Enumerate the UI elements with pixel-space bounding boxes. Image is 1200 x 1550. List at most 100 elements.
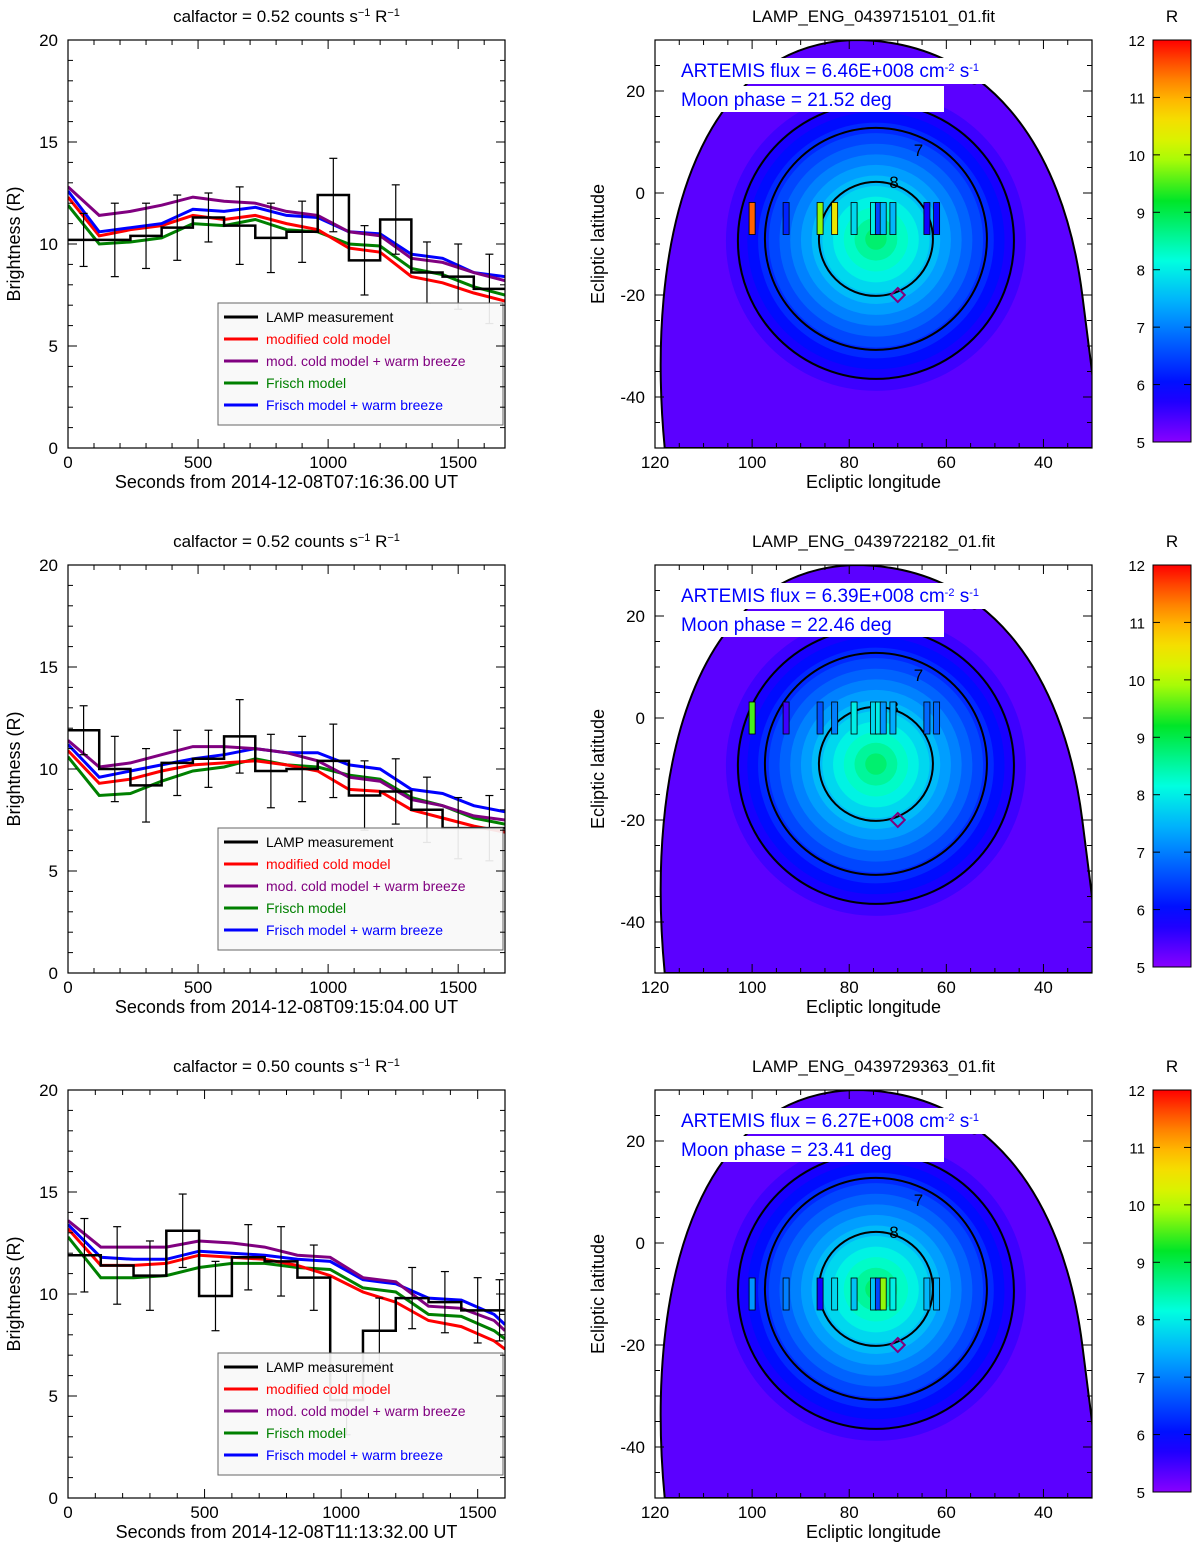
x-tick-label: 500 xyxy=(184,978,212,997)
flux-label-bg xyxy=(676,1108,1046,1134)
pointing-box xyxy=(923,1277,931,1311)
sky-map-3: 5678ARTEMIS flux = 6.27E+008 cm-2 s-1Moo… xyxy=(588,1057,1093,1542)
x-tick-label: 1500 xyxy=(439,453,477,472)
pointing-box xyxy=(748,202,756,235)
x-tick-label: 500 xyxy=(190,1503,218,1522)
colorbar-gradient-rect xyxy=(1152,39,1192,443)
series-step-lamp xyxy=(68,1229,505,1402)
map-x-tick-label: 60 xyxy=(937,453,956,472)
x-tick-label: 1000 xyxy=(309,978,347,997)
colorbar-tick-label: 9 xyxy=(1137,730,1145,747)
map-x-tick-label: 80 xyxy=(840,1503,859,1522)
contour-label: 8 xyxy=(889,173,898,192)
y-tick-label: 5 xyxy=(49,1387,58,1406)
pointing-box xyxy=(889,701,897,735)
pointing-box xyxy=(816,1277,824,1311)
map-x-tick-label: 120 xyxy=(641,1503,669,1522)
legend: LAMP measurement modified cold model mod. … xyxy=(217,827,504,951)
colorbar-tick-label: 8 xyxy=(1137,788,1145,805)
map-y-tick-label: 0 xyxy=(636,709,645,728)
plot-area xyxy=(68,157,505,325)
pointing-box xyxy=(850,1277,858,1311)
pointing-box xyxy=(933,1277,941,1311)
series-line-frisch-wb xyxy=(68,190,505,279)
map-y-axis-label: Ecliptic latitude xyxy=(588,1234,608,1354)
pointing-box xyxy=(933,701,941,735)
brightness-panel-3: calfactor = 0.50 counts s−1 R−1 LAMP meas… xyxy=(4,1057,506,1542)
pointing-box xyxy=(923,202,931,235)
x-tick-label: 0 xyxy=(63,1503,72,1522)
contour-line xyxy=(763,1176,988,1401)
colorbar-label: R xyxy=(1166,7,1178,26)
map-y-tick-label: 20 xyxy=(626,1132,645,1151)
map-title: LAMP_ENG_0439722182_01.fit xyxy=(752,532,995,551)
series-step-lamp xyxy=(68,728,505,830)
legend-label: Frisch model xyxy=(266,900,346,916)
pointing-box xyxy=(816,701,824,735)
map-y-tick-label: -20 xyxy=(620,286,645,305)
panel-title: calfactor = 0.52 counts s−1 R−1 xyxy=(173,7,400,26)
map-x-tick-label: 100 xyxy=(738,1503,766,1522)
colorbar-1: 12 11 10 9 8 7 6 5 R xyxy=(1128,7,1192,452)
y-tick-label: 20 xyxy=(39,31,58,50)
map-y-tick-label: 20 xyxy=(626,82,645,101)
legend-label: LAMP measurement xyxy=(266,309,393,325)
map-y-axis-label: Ecliptic latitude xyxy=(588,709,608,829)
legend-label: modified cold model xyxy=(266,331,391,347)
x-axis-label: Seconds from 2014-12-08T09:15:04.00 UT xyxy=(115,997,458,1017)
y-tick-label: 10 xyxy=(39,1285,58,1304)
colorbar-tick-label: 10 xyxy=(1128,148,1145,165)
pointing-box xyxy=(748,1277,756,1311)
colorbar-tick-label: 12 xyxy=(1128,1083,1145,1100)
colorbar-label: R xyxy=(1166,1057,1178,1076)
pointing-box xyxy=(782,701,790,735)
map-area: 5678ARTEMIS flux = 6.39E+008 cm-2 s-1Moo… xyxy=(659,565,1092,973)
x-tick-label: 1500 xyxy=(459,1503,497,1522)
map-x-tick-label: 40 xyxy=(1034,978,1053,997)
colorbar-tick-label: 7 xyxy=(1137,1370,1145,1387)
colorbar-tick-label: 10 xyxy=(1128,1198,1145,1215)
legend-label: mod. cold model + warm breeze xyxy=(266,878,466,894)
pointing-box xyxy=(831,1277,839,1311)
map-x-tick-label: 80 xyxy=(840,978,859,997)
moon-marker xyxy=(889,811,907,829)
legend-label: Frisch model + warm breeze xyxy=(266,922,443,938)
colorbar-tick-label: 8 xyxy=(1137,1313,1145,1330)
pointing-box xyxy=(850,701,858,735)
series-line-cold-wb xyxy=(68,1219,505,1332)
x-tick-label: 1000 xyxy=(309,453,347,472)
map-x-axis-label: Ecliptic longitude xyxy=(806,472,941,492)
y-tick-label: 15 xyxy=(39,658,58,677)
sky-map-1: 5678ARTEMIS flux = 6.46E+008 cm-2 s-1Moo… xyxy=(588,7,1093,492)
map-x-axis-label: Ecliptic longitude xyxy=(806,997,941,1017)
pointing-box xyxy=(782,1277,790,1311)
y-tick-label: 0 xyxy=(49,439,58,458)
y-tick-label: 20 xyxy=(39,1081,58,1100)
pointing-box xyxy=(889,202,897,235)
colorbar-tick-label: 12 xyxy=(1128,558,1145,575)
flux-label-bg xyxy=(676,583,1046,609)
y-tick-label: 10 xyxy=(39,235,58,254)
map-x-tick-label: 60 xyxy=(937,978,956,997)
contour-line xyxy=(763,651,988,876)
y-tick-label: 0 xyxy=(49,1489,58,1508)
y-tick-label: 0 xyxy=(49,964,58,983)
map-x-axis-label: Ecliptic longitude xyxy=(806,1522,941,1542)
colorbar-tick-label: 11 xyxy=(1129,615,1145,632)
legend-box xyxy=(217,302,504,426)
map-x-tick-label: 60 xyxy=(937,1503,956,1522)
panel-title: calfactor = 0.52 counts s−1 R−1 xyxy=(173,532,400,551)
contour-line xyxy=(763,126,988,351)
y-tick-label: 15 xyxy=(39,133,58,152)
map-x-tick-label: 120 xyxy=(641,453,669,472)
colorbar-tick-label: 12 xyxy=(1128,33,1145,50)
plot-area xyxy=(68,1193,505,1436)
map-x-tick-label: 100 xyxy=(738,978,766,997)
y-tick-label: 15 xyxy=(39,1183,58,1202)
x-tick-label: 1000 xyxy=(322,1503,360,1522)
colorbar-tick-label: 9 xyxy=(1137,1255,1145,1272)
series-line-frisch xyxy=(68,755,505,826)
map-x-tick-label: 120 xyxy=(641,978,669,997)
series-step-lamp xyxy=(68,193,505,291)
flux-label: ARTEMIS flux = 6.39E+008 cm-2 s-1 xyxy=(681,586,979,607)
